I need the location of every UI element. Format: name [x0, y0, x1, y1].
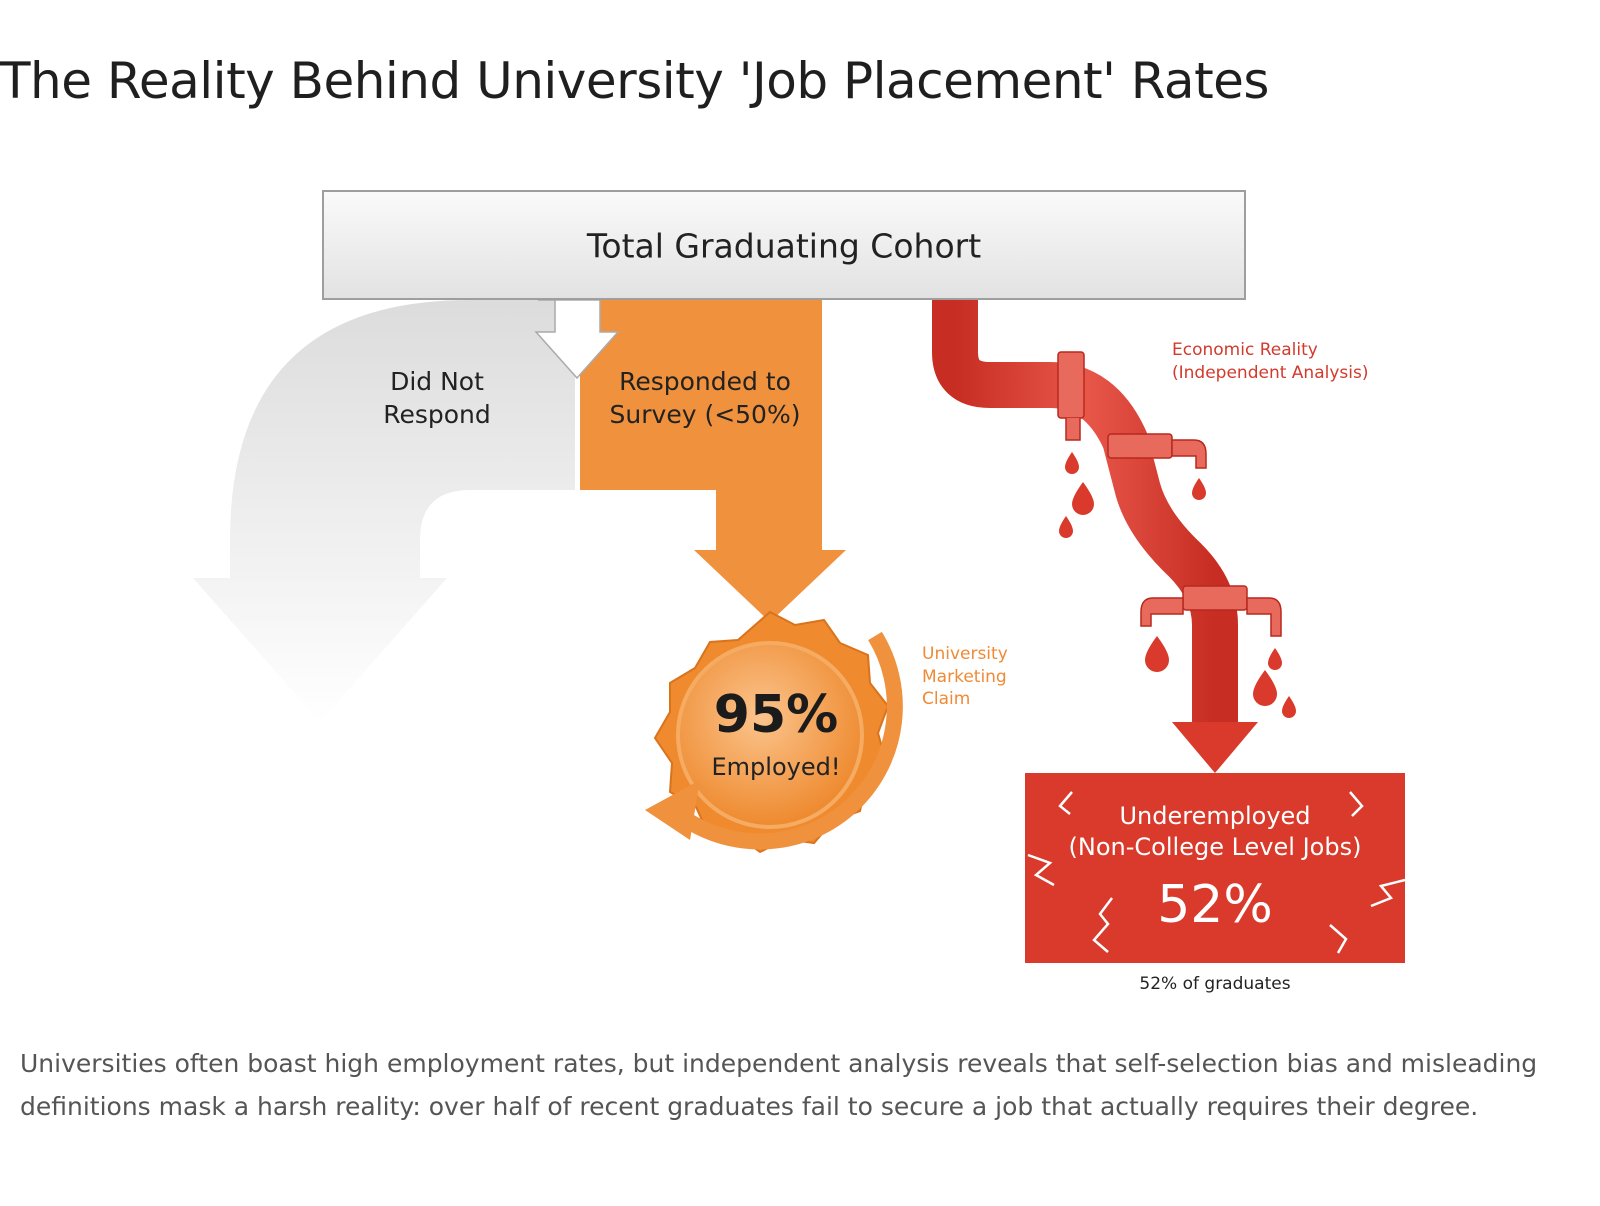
- flow-label: Respond: [383, 400, 491, 429]
- outcome-title: (Non-College Level Jobs): [1069, 833, 1362, 861]
- badge-value: 95%: [714, 685, 838, 745]
- badge-core: [676, 641, 864, 829]
- note: Claim: [922, 689, 970, 709]
- split-arrow: [534, 299, 620, 380]
- cohort-box: [322, 190, 1246, 300]
- caption: Universities often boast high employment…: [20, 1049, 1538, 1121]
- outcome-box: [1025, 773, 1405, 963]
- non-respondent-flow: [193, 300, 575, 722]
- flow-label: Responded to: [619, 367, 791, 396]
- diagram: Total Graduating Cohort Did Not Respond …: [193, 190, 1406, 994]
- cracks: [1027, 791, 1406, 954]
- respondent-flow: [580, 300, 846, 622]
- outcome-title: Underemployed: [1119, 802, 1310, 830]
- flow-label: Survey (<50%): [610, 400, 801, 429]
- pipe-collars: [1057, 351, 1282, 637]
- page-title: The Reality Behind University 'Job Place…: [0, 52, 1269, 110]
- pipe-arrow: [1172, 722, 1258, 773]
- badge-label: Employed!: [712, 753, 841, 781]
- note: (Independent Analysis): [1172, 363, 1368, 383]
- note: Economic Reality: [1172, 340, 1318, 360]
- outcome-caption: 52% of graduates: [1139, 974, 1290, 994]
- note: University: [922, 644, 1008, 664]
- note: Marketing: [922, 667, 1007, 687]
- outcome-value: 52%: [1157, 875, 1273, 935]
- badge-arrow-head: [645, 780, 700, 840]
- cohort-label: Total Graduating Cohort: [586, 227, 981, 266]
- badge-arrow: [685, 631, 903, 850]
- droplets: [1059, 452, 1296, 718]
- flow-label: Did Not: [390, 367, 484, 396]
